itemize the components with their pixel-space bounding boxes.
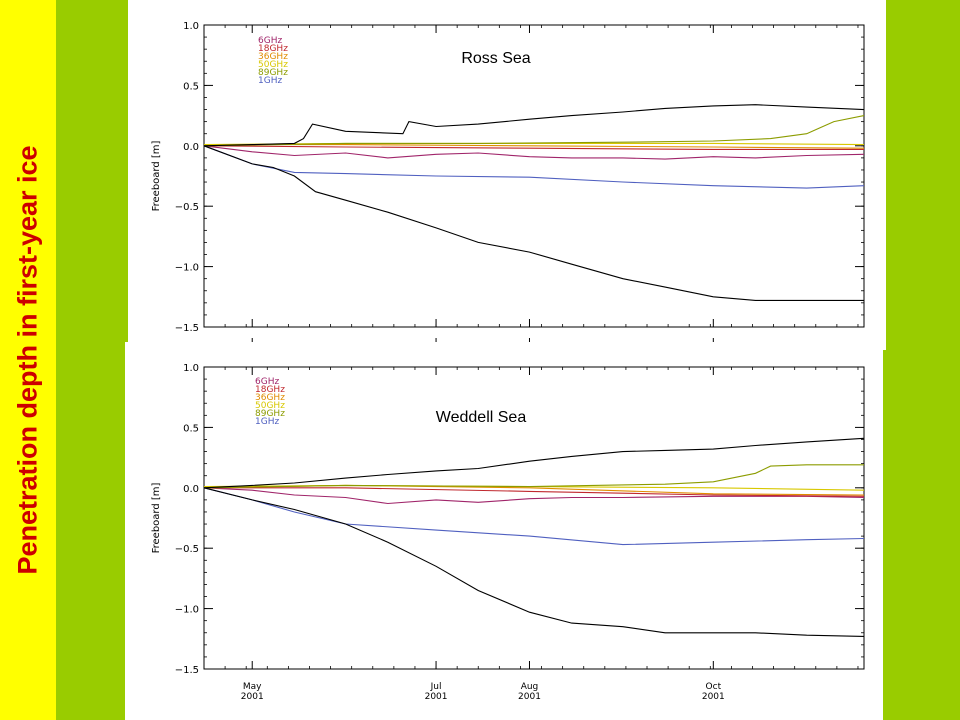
weddell-y-axis-label: Freeboard [m] [151,482,162,553]
ross-series-line-black-7 [203,104,865,147]
ross-legend-6ghz: 6GHz [258,36,282,46]
ross-chart-title: Ross Sea [461,50,530,67]
weddell-legend-6ghz: 6GHz [255,377,279,387]
ross-y-tick-label: 0.5 [183,81,199,92]
weddell-y-tick-label: 0.5 [183,423,199,434]
ross-sea-panel [128,0,886,350]
ross-y-tick-label: 1.0 [183,21,199,32]
ross-series-line-1ghz [203,145,865,189]
weddell-x-tick-month: Aug [521,682,539,692]
weddell-legend-50ghz: 50GHz [255,401,285,411]
weddell-x-tick-year: 2001 [425,692,448,702]
ross-legend-50ghz: 50GHz [258,60,288,70]
weddell-legend-89ghz: 89GHz [255,409,285,419]
ross-y-tick-label: 0.0 [183,142,199,153]
weddell-x-tick-month: May [243,682,262,692]
weddell-x-tick-year: 2001 [702,692,725,702]
left-title-band [0,0,56,720]
weddell-y-tick-label: −0.5 [175,544,199,555]
weddell-series-line-black-6 [203,487,865,637]
ross-series-line-6ghz [203,145,865,160]
weddell-legend-18ghz: 18GHz [255,385,285,395]
ross-y-axis-label: Freeboard [m] [151,140,162,211]
weddell-x-tick-year: 2001 [241,692,264,702]
weddell-y-tick-label: 1.0 [183,363,199,374]
weddell-y-tick-label: −1.0 [175,605,199,616]
ross-y-tick-label: −1.5 [175,323,199,334]
ross-legend-36ghz: 36GHz [258,52,288,62]
ross-plot-frame [203,24,865,328]
weddell-sea-panel [125,342,883,720]
weddell-x-tick-month: Oct [706,682,722,692]
weddell-series-line-18ghz [204,487,865,497]
ross-y-tick-label: −0.5 [175,202,199,213]
weddell-series-line-black-7 [203,437,865,489]
ross-legend-1ghz: 1GHz [258,76,282,86]
ross-series-line-89ghz [203,115,865,147]
ross-legend-18ghz: 18GHz [258,44,288,54]
weddell-y-tick-label: 0.0 [183,484,199,495]
weddell-plot-frame [203,366,865,670]
weddell-series-line-6ghz [203,487,865,505]
ross-y-tick-label: −1.0 [175,263,199,274]
weddell-y-tick-label: −1.5 [175,665,199,676]
weddell-x-tick-year: 2001 [518,692,541,702]
weddell-series-line-1ghz [203,487,865,546]
ross-legend-89ghz: 89GHz [258,68,288,78]
weddell-legend-36ghz: 36GHz [255,393,285,403]
weddell-series-line-89ghz [203,464,864,489]
weddell-chart-title: Weddell Sea [436,409,527,426]
weddell-legend-1ghz: 1GHz [255,417,279,427]
ross-series-line-18ghz [203,145,864,150]
weddell-x-tick-month: Jul [430,682,442,692]
ross-series-line-black-6 [203,145,864,301]
